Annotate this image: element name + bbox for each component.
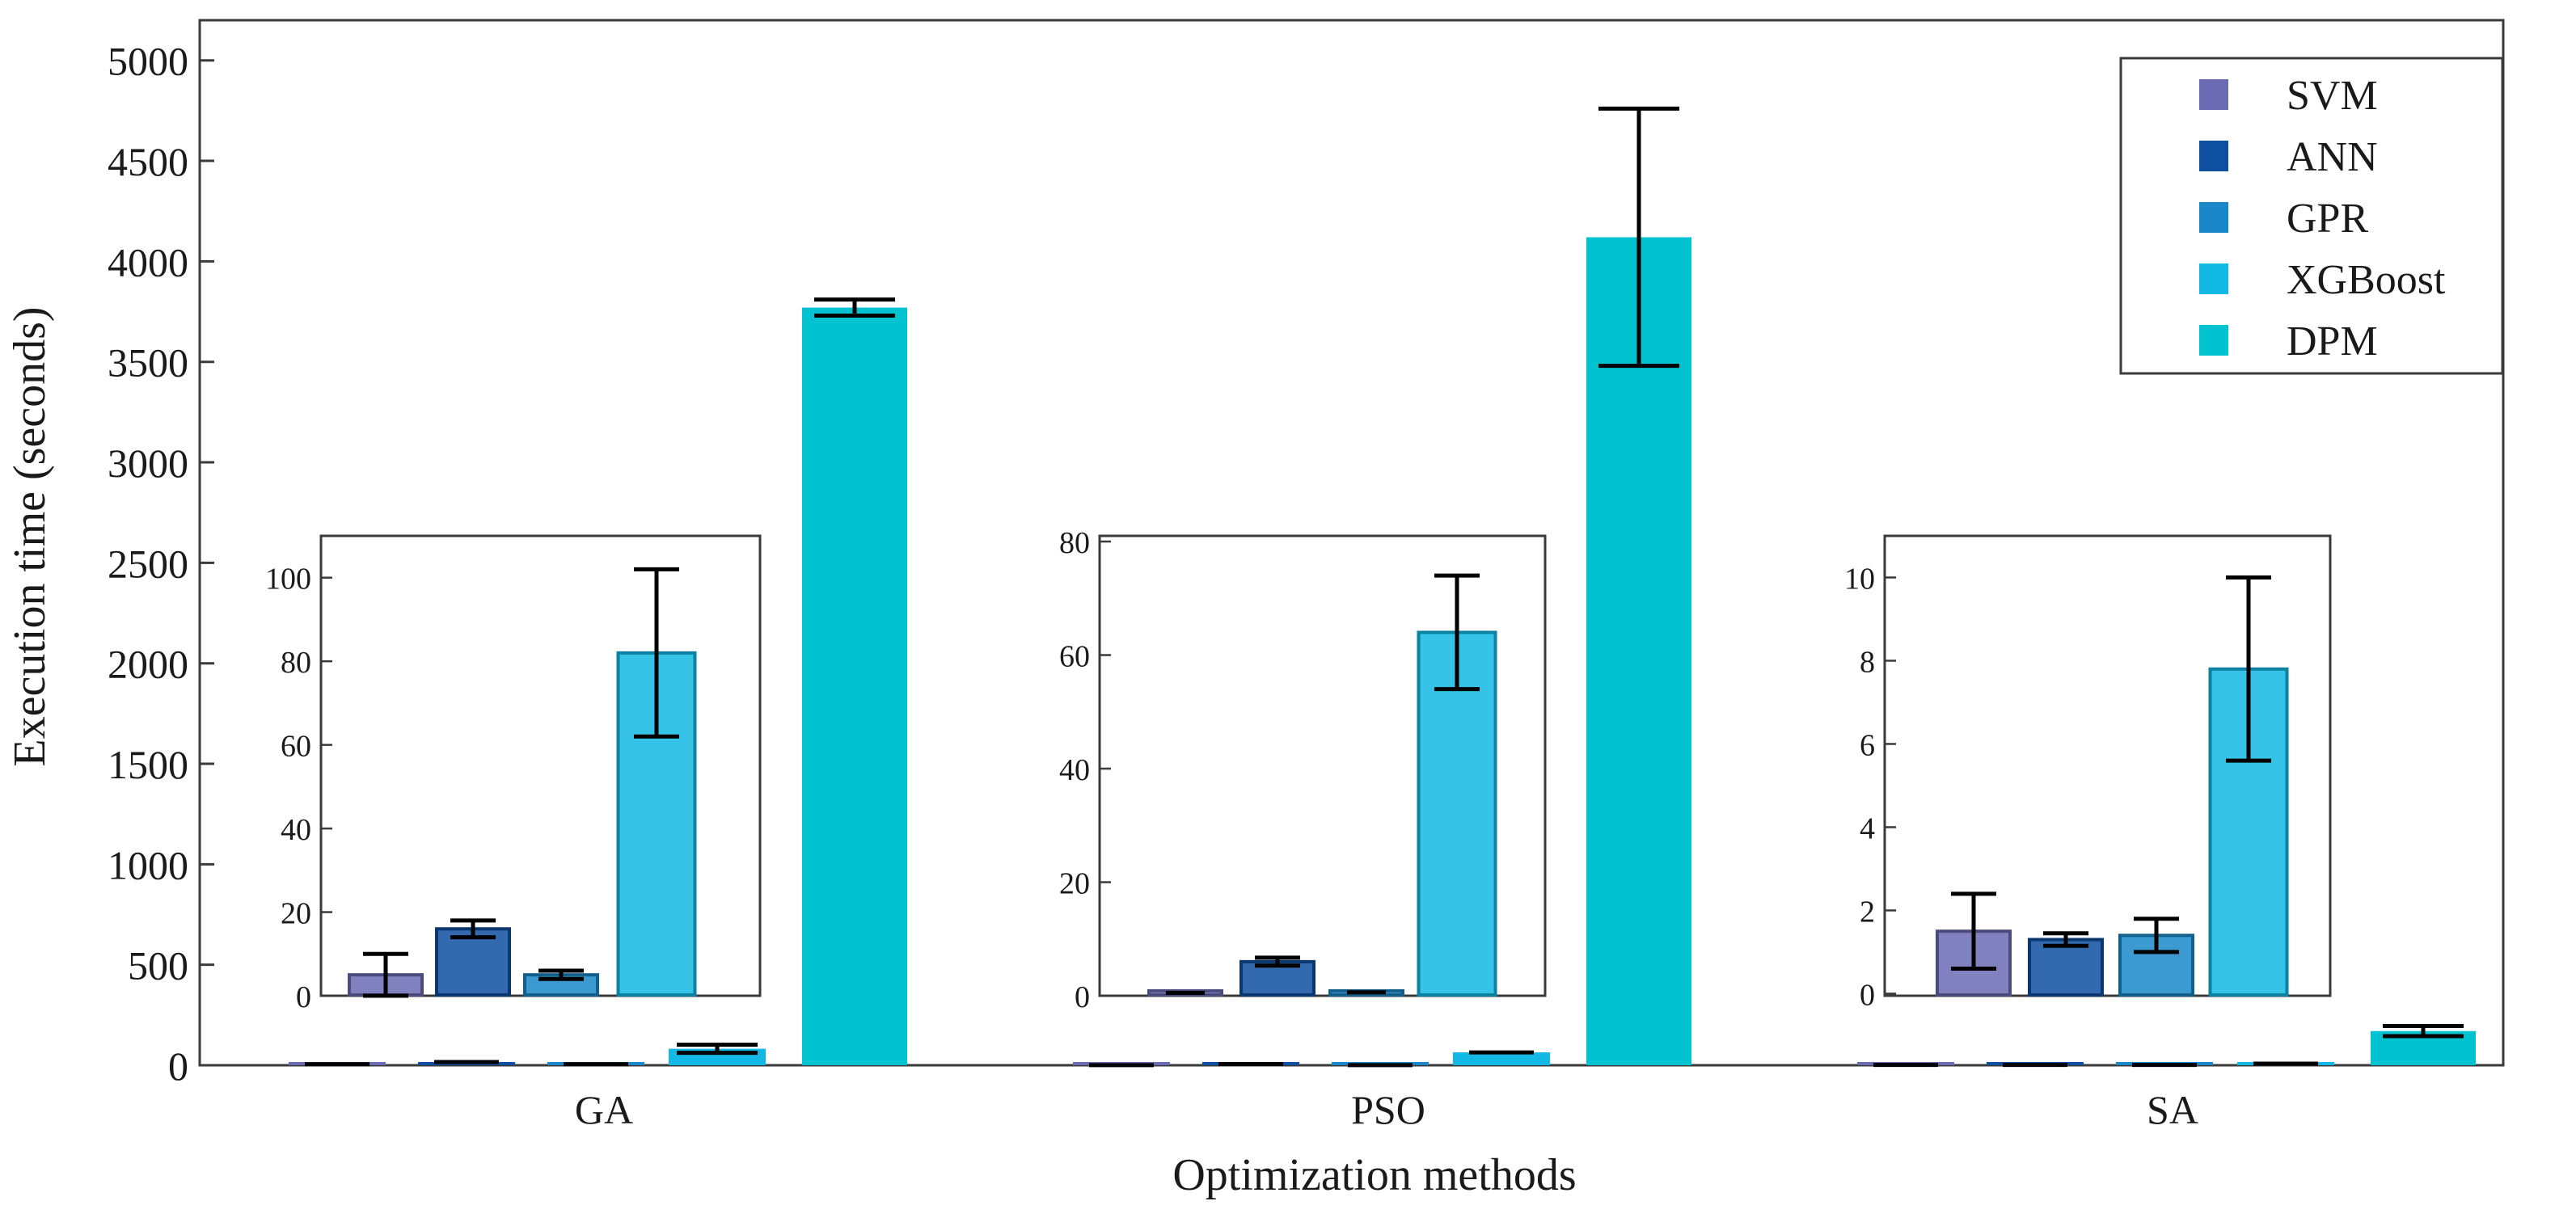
inset-y-tick-label: 8	[1860, 645, 1875, 679]
inset-y-tick-label: 0	[1075, 980, 1090, 1014]
insets: 0 20 40 60 80 100 0 20 40 60 80 0 2 4 6 8 10	[265, 526, 2332, 1014]
legend-swatch-dpm	[2199, 325, 2228, 356]
inset-y-tick-label: 80	[1059, 526, 1090, 560]
inset-y-tick-label: 2	[1860, 895, 1875, 929]
y-tick-label: 4000	[108, 239, 188, 284]
x-tick-label: SA	[2147, 1087, 2198, 1132]
legend: SVM ANN GPR XGBoost DPM	[2119, 57, 2504, 375]
y-axis-label: Execution time (seconds)	[5, 306, 55, 766]
legend-label-svm: SVM	[2287, 73, 2378, 119]
inset-y-tick-label: 10	[1844, 562, 1875, 596]
legend-label-gpr: GPR	[2287, 196, 2368, 242]
legend-label-xgboost: XGBoost	[2287, 257, 2446, 303]
legend-label-ann: ANN	[2287, 134, 2378, 180]
bar-dpm-ga	[802, 307, 907, 1065]
legend-box	[2119, 57, 2504, 375]
legend-swatch-ann	[2199, 141, 2228, 171]
inset-y-tick-label: 100	[265, 563, 311, 596]
y-tick-label: 500	[128, 943, 188, 988]
inset-y-tick-label: 40	[1059, 753, 1090, 787]
inset-y-tick-label: 60	[281, 730, 311, 764]
legend-swatch-xgboost	[2199, 263, 2228, 294]
inset-bar-ann	[2028, 938, 2104, 997]
x-tick-label: GA	[575, 1087, 633, 1132]
legend-label-dpm: DPM	[2287, 318, 2378, 365]
inset-y-tick-label: 6	[1860, 728, 1875, 762]
inset-y-tick-label: 0	[1860, 978, 1875, 1012]
inset-y-tick-label: 4	[1860, 811, 1875, 845]
inset-y-tick-label: 80	[281, 646, 311, 680]
x-axis-label: Optimization methods	[1172, 1150, 1576, 1200]
inset-sa: 0 2 4 6 8 10	[1844, 534, 2332, 1012]
main-plot: 0500100015002000250030003500400045005000…	[108, 19, 2505, 1132]
y-tick-label: 5000	[108, 39, 188, 84]
y-tick-label: 2000	[108, 642, 188, 687]
bar-xgboost-pso	[1453, 1052, 1550, 1065]
y-tick-label: 0	[168, 1043, 188, 1089]
y-tick-label: 2500	[108, 541, 188, 586]
y-tick-label: 1000	[108, 842, 188, 887]
inset-y-tick-label: 40	[281, 813, 311, 847]
bar-dpm-pso	[1586, 237, 1691, 1065]
x-tick-label: PSO	[1351, 1087, 1425, 1132]
inset-y-tick-label: 20	[281, 897, 311, 931]
inset-ga: 0 20 40 60 80 100	[265, 534, 762, 1014]
y-tick-label: 4500	[108, 139, 188, 184]
inset-y-tick-label: 20	[1059, 867, 1090, 901]
legend-swatch-gpr	[2199, 202, 2228, 233]
inset-pso: 0 20 40 60 80	[1059, 526, 1547, 1014]
legend-swatch-svm	[2199, 79, 2228, 110]
y-tick-label: 1500	[108, 742, 188, 787]
inset-y-tick-label: 60	[1059, 640, 1090, 674]
inset-y-tick-label: 0	[296, 980, 311, 1014]
y-tick-label: 3500	[108, 340, 188, 386]
y-tick-label: 3000	[108, 440, 188, 486]
